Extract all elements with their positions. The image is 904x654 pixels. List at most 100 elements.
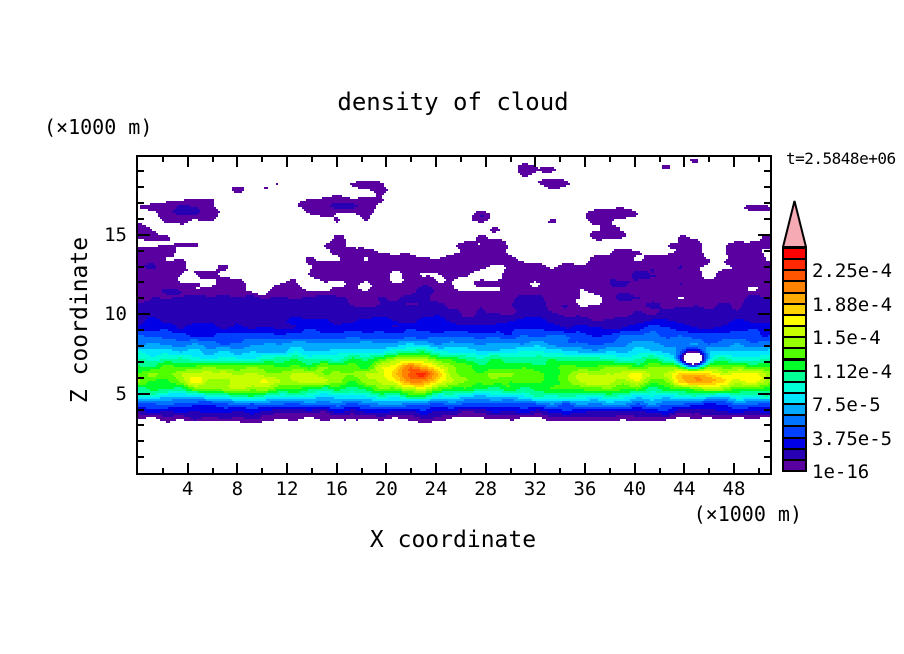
x-tick xyxy=(534,157,537,167)
chart-title: density of cloud xyxy=(337,88,569,116)
x-tick xyxy=(484,463,487,473)
z-tick xyxy=(764,345,770,347)
x-tick-label: 8 xyxy=(231,478,244,500)
colorbar-cell xyxy=(784,249,805,259)
x-tick xyxy=(435,463,437,473)
z-tick xyxy=(138,456,144,459)
colorbar-cell xyxy=(784,349,805,359)
x-tick xyxy=(608,468,611,473)
colorbar-cell xyxy=(784,327,805,337)
colorbar-cell xyxy=(784,315,805,326)
x-tick xyxy=(211,468,214,473)
colorbar-label: 1.5e-4 xyxy=(812,327,881,350)
x-tick xyxy=(435,157,437,167)
colorbar-label: 1e-16 xyxy=(812,461,870,483)
x-tick xyxy=(584,463,586,473)
x-tick xyxy=(385,157,388,167)
x-tick xyxy=(509,157,512,162)
colorbar-cell xyxy=(784,338,805,348)
x-tick xyxy=(733,463,735,473)
colorbar-cell xyxy=(784,371,805,381)
x-tick-label: 4 xyxy=(181,478,194,500)
x-tick-label: 48 xyxy=(722,478,746,500)
z-tick xyxy=(758,313,770,316)
z-tick xyxy=(138,249,144,252)
x-tick-label: 44 xyxy=(672,478,696,500)
x-tick xyxy=(534,463,537,473)
z-tick xyxy=(138,376,144,379)
x-tick xyxy=(410,157,413,162)
plot-frame xyxy=(136,155,772,475)
z-tick xyxy=(138,313,150,316)
z-tick xyxy=(764,281,770,284)
x-axis-label: X coordinate xyxy=(369,527,537,553)
z-tick xyxy=(138,186,144,189)
x-tick-label: 24 xyxy=(424,478,448,500)
z-tick xyxy=(764,297,770,300)
colorbar-cell xyxy=(784,438,805,448)
z-tick xyxy=(138,217,144,220)
x-tick xyxy=(286,157,288,167)
colorbar-label: 2.25e-4 xyxy=(812,260,893,283)
x-tick xyxy=(459,468,462,473)
x-tick xyxy=(261,157,264,162)
z-tick xyxy=(138,360,144,363)
colorbar-cell xyxy=(784,382,805,392)
x-tick xyxy=(559,468,562,473)
z-tick xyxy=(764,440,770,443)
z-tick xyxy=(138,265,144,268)
x-tick xyxy=(633,157,636,167)
x-tick xyxy=(261,468,264,473)
x-tick xyxy=(658,468,661,473)
colorbar-cell xyxy=(784,416,805,426)
z-tick xyxy=(758,233,770,236)
z-tick xyxy=(764,217,770,220)
x-tick xyxy=(757,157,760,162)
contour-field-canvas xyxy=(138,157,770,473)
z-tick xyxy=(138,329,144,332)
x-tick-label: 28 xyxy=(474,478,498,500)
colorbar-label: 3.75e-5 xyxy=(812,427,893,450)
z-tick xyxy=(764,249,770,252)
z-tick xyxy=(764,408,770,411)
x-tick xyxy=(211,157,214,162)
colorbar-cell xyxy=(784,460,805,470)
x-tick xyxy=(186,157,189,167)
x-tick-label: 36 xyxy=(573,478,597,500)
z-tick-label: 10 xyxy=(104,303,127,326)
x-tick-label: 20 xyxy=(374,478,398,500)
z-tick xyxy=(764,424,770,427)
x-tick-label: 16 xyxy=(325,478,349,500)
x-tick xyxy=(559,157,562,162)
z-tick xyxy=(764,329,770,332)
colorbar-label: 1.88e-4 xyxy=(812,293,893,316)
x-tick xyxy=(708,157,711,162)
x-tick-label: 40 xyxy=(623,478,647,500)
x-tick xyxy=(186,463,189,473)
x-tick xyxy=(310,157,313,162)
z-tick xyxy=(138,440,144,443)
z-tick xyxy=(764,376,770,379)
x-axis-unit-label: (×1000 m) xyxy=(693,502,802,526)
x-tick xyxy=(161,468,164,473)
x-tick xyxy=(708,468,711,473)
x-tick xyxy=(310,468,313,473)
colorbar-cell xyxy=(784,427,805,437)
x-tick xyxy=(733,157,735,167)
z-tick xyxy=(138,392,150,395)
x-tick xyxy=(161,157,164,162)
x-tick xyxy=(484,157,487,167)
x-tick xyxy=(608,157,611,162)
colorbar-overflow-triangle xyxy=(782,200,807,248)
z-tick xyxy=(138,345,144,347)
colorbar-cell xyxy=(784,405,805,415)
z-tick xyxy=(138,424,144,427)
colorbar-cell xyxy=(784,271,805,281)
z-tick xyxy=(138,281,144,284)
colorbar xyxy=(782,247,807,472)
z-tick-label: 15 xyxy=(104,223,127,246)
colorbar-cell xyxy=(784,293,805,303)
x-tick xyxy=(360,468,363,473)
z-tick xyxy=(764,360,770,363)
